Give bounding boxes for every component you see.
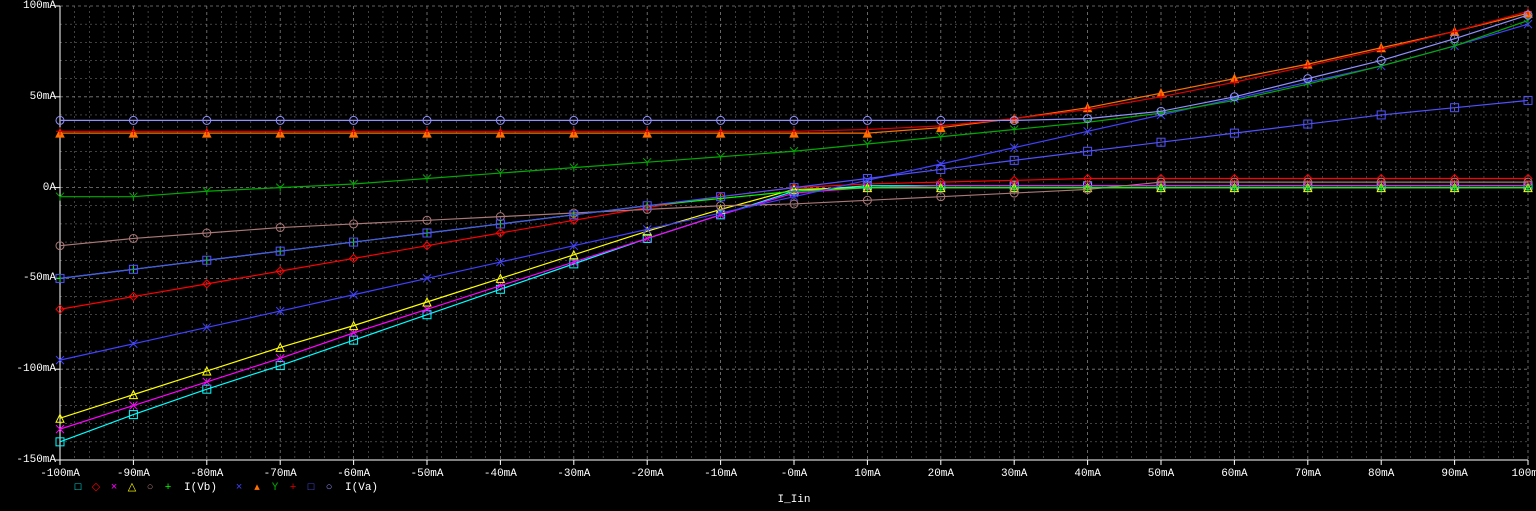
legend-marker-icon: □ (305, 482, 317, 494)
x-tick-label: -20mA (631, 468, 664, 480)
legend-marker-icon: ○ (144, 482, 156, 494)
x-tick-label: -100mA (40, 468, 80, 480)
y-tick-label: 0A (43, 182, 56, 194)
y-tick-label: 50mA (30, 91, 56, 103)
legend-marker-icon: × (108, 482, 120, 494)
y-tick-label: 100mA (23, 0, 56, 12)
x-axis-label: I_Iin (777, 494, 810, 506)
legend: □ ◇ × △ ○ + I(Vb) × ▴ Y + □ ○ I(Va) (72, 482, 388, 494)
legend-label: I(Vb) (184, 482, 217, 494)
legend-marker-icon: Y (269, 482, 281, 494)
x-tick-label: 40mA (1074, 468, 1100, 480)
x-tick-label: -70mA (264, 468, 297, 480)
plot-svg (0, 0, 1536, 511)
y-tick-label: -150mA (16, 454, 56, 466)
legend-marker-icon: × (233, 482, 245, 494)
x-tick-label: 30mA (1001, 468, 1027, 480)
y-tick-label: -100mA (16, 363, 56, 375)
legend-label: I(Va) (345, 482, 378, 494)
x-tick-label: -10mA (704, 468, 737, 480)
legend-marker-icon: □ (72, 482, 84, 494)
x-tick-label: -30mA (557, 468, 590, 480)
x-tick-label: -50mA (410, 468, 443, 480)
legend-marker-icon: ▴ (251, 482, 263, 494)
x-tick-label: -90mA (117, 468, 150, 480)
x-tick-label: 100mA (1511, 468, 1536, 480)
x-tick-label: 50mA (1148, 468, 1174, 480)
x-tick-label: 90mA (1441, 468, 1467, 480)
y-tick-label: -50mA (23, 272, 56, 284)
x-tick-label: 10mA (854, 468, 880, 480)
x-tick-label: 80mA (1368, 468, 1394, 480)
legend-marker-icon: + (287, 482, 299, 494)
legend-marker-icon: ○ (323, 482, 335, 494)
chart-container: -150mA -100mA -50mA 0A 50mA 100mA -100mA -90mA… (0, 0, 1536, 511)
legend-marker-icon: △ (126, 482, 138, 494)
x-tick-label: 70mA (1295, 468, 1321, 480)
x-tick-label: -80mA (190, 468, 223, 480)
x-tick-label: -40mA (484, 468, 517, 480)
legend-marker-icon: + (162, 482, 174, 494)
x-tick-label: 20mA (928, 468, 954, 480)
x-tick-label: 60mA (1221, 468, 1247, 480)
x-tick-label: -60mA (337, 468, 370, 480)
legend-marker-icon: ◇ (90, 482, 102, 494)
x-tick-label: -0mA (781, 468, 807, 480)
